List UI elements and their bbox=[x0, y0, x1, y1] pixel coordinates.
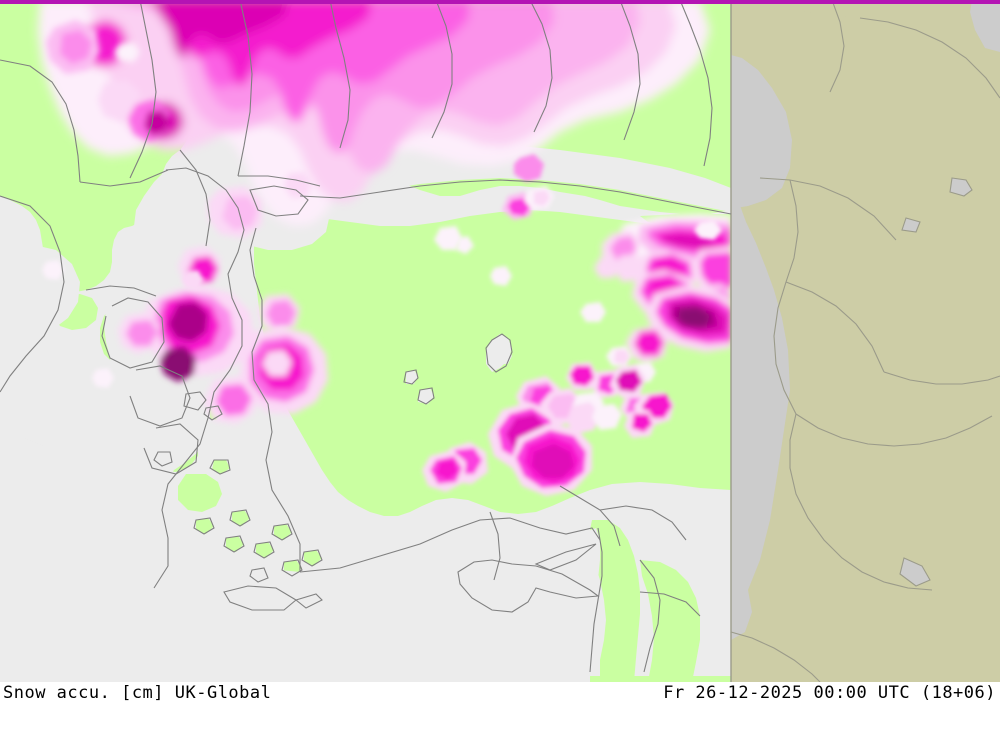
coastlines-and-borders bbox=[0, 0, 1000, 682]
caspian-sliver bbox=[970, 0, 1000, 52]
precip-spots-central-anatolia bbox=[422, 154, 674, 496]
snow-accumulation-field bbox=[38, 0, 731, 496]
map-top-frame-line bbox=[0, 0, 1000, 4]
precip-spots-macedonia bbox=[118, 286, 328, 424]
precip-spots-misc bbox=[42, 220, 722, 388]
lake-van-out bbox=[950, 178, 972, 196]
land-out-of-domain bbox=[731, 0, 1000, 682]
lake-urmia-out bbox=[902, 218, 920, 232]
weather-map-canvas[interactable] bbox=[0, 0, 1000, 682]
legend-panel: Snow accu. [cm] UK-Global Fr 26-12-2025 … bbox=[0, 682, 1000, 733]
black-sea-out-of-domain bbox=[731, 55, 792, 208]
valid-time-stamp: Fr 26-12-2025 00:00 UTC (18+06) bbox=[663, 683, 996, 703]
inland-lakes bbox=[406, 334, 512, 404]
precip-cluster-ne-turkey bbox=[594, 214, 731, 364]
legend-title: Snow accu. [cm] UK-Global bbox=[3, 683, 272, 703]
